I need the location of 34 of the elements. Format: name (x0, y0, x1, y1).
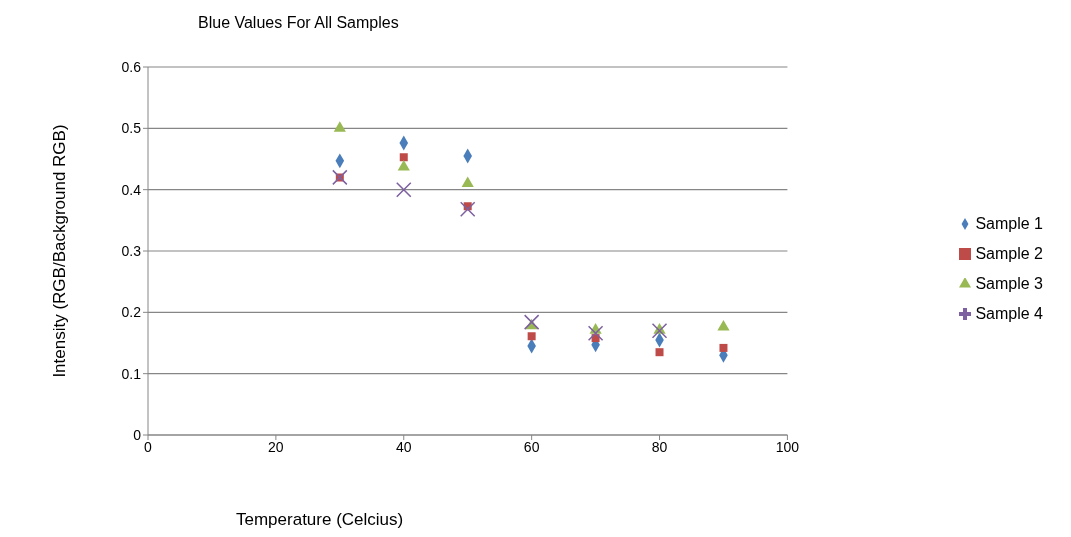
legend-label: Sample 1 (975, 214, 1043, 232)
x-axis-title: Temperature (Celcius) (236, 510, 404, 530)
y-tick-label: 0.3 (121, 242, 142, 259)
point (527, 332, 536, 341)
y-tick-label: 0.5 (121, 120, 142, 137)
x-tick-label: 40 (395, 438, 412, 455)
legend-label: Sample 4 (975, 304, 1043, 322)
point (459, 201, 476, 218)
y-axis-title: Intensity (RGB/Background RGB) (50, 124, 70, 378)
x-tick-label: 20 (268, 438, 284, 455)
x-tick-label: 60 (523, 438, 540, 455)
point (655, 348, 664, 357)
point (717, 320, 730, 331)
x-tick-label: 0 (144, 438, 153, 455)
point (399, 153, 408, 162)
y-tick-label: 0.2 (121, 304, 142, 321)
point (333, 121, 346, 132)
chart-title: Blue Values For All Samples (198, 14, 399, 32)
y-tick-label: 0.4 (121, 181, 142, 198)
x-tick-label: 100 (775, 438, 800, 455)
legend-label: Sample 2 (975, 244, 1043, 262)
point (719, 343, 728, 352)
point (651, 322, 668, 339)
y-tick-label: 0.6 (121, 58, 142, 75)
y-tick-label: 0 (133, 426, 142, 443)
point (332, 169, 348, 186)
point (396, 181, 412, 198)
legend-label: Sample 3 (975, 274, 1043, 292)
point (397, 159, 410, 171)
point (461, 176, 474, 188)
x-tick-label: 80 (651, 438, 668, 455)
point (523, 314, 540, 330)
y-tick-label: 0.1 (121, 365, 142, 382)
point (587, 325, 604, 341)
